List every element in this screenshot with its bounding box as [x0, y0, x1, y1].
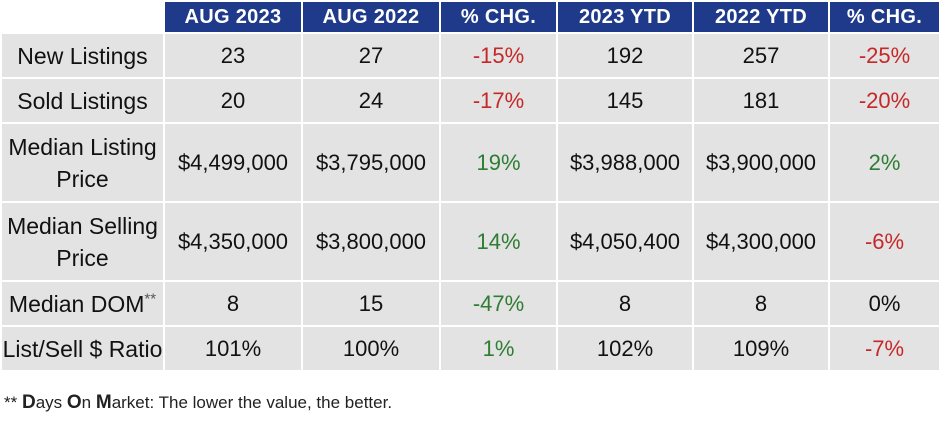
table-row-median-listing-price: Median Listing Price $4,499,000 $3,795,0… [2, 124, 939, 201]
table-row-median-dom: Median DOM** 8 15 -47% 8 8 0% [2, 282, 939, 325]
row-label: Median Listing Price [2, 124, 163, 201]
cell-monthly-change: -17% [441, 79, 556, 122]
header-ytd-change: % CHG. [830, 2, 939, 32]
header-blank-cell [2, 2, 163, 32]
cell-monthly-change: 14% [441, 203, 556, 280]
cell-aug-2023: $4,350,000 [165, 203, 301, 280]
cell-2022-ytd: 109% [694, 327, 828, 370]
cell-2023-ytd: $4,050,400 [558, 203, 692, 280]
cell-aug-2023: 8 [165, 282, 301, 325]
cell-aug-2023: 20 [165, 79, 301, 122]
cell-2022-ytd: 257 [694, 34, 828, 77]
cell-monthly-change: 19% [441, 124, 556, 201]
cell-2023-ytd: 102% [558, 327, 692, 370]
header-2022-ytd: 2022 YTD [694, 2, 828, 32]
cell-monthly-change: -47% [441, 282, 556, 325]
cell-aug-2022: $3,800,000 [303, 203, 439, 280]
cell-2023-ytd: $3,988,000 [558, 124, 692, 201]
footnote-text-ays: ays [35, 393, 67, 412]
cell-ytd-change: -25% [830, 34, 939, 77]
cell-monthly-change: 1% [441, 327, 556, 370]
cell-aug-2022: 27 [303, 34, 439, 77]
footnote: ** Days On Market: The lower the value, … [4, 392, 392, 414]
cell-2022-ytd: $4,300,000 [694, 203, 828, 280]
cell-2023-ytd: 145 [558, 79, 692, 122]
cell-aug-2022: 15 [303, 282, 439, 325]
table-row-sold-listings: Sold Listings 20 24 -17% 145 181 -20% [2, 79, 939, 122]
footnote-text-arket: arket: The lower the value, the better. [111, 393, 393, 412]
table-row-list-sell-ratio: List/Sell $ Ratio 101% 100% 1% 102% 109%… [2, 327, 939, 370]
cell-aug-2022: 100% [303, 327, 439, 370]
cell-ytd-change: -7% [830, 327, 939, 370]
header-aug-2023: AUG 2023 [165, 2, 301, 32]
cell-monthly-change: -15% [441, 34, 556, 77]
cell-aug-2022: 24 [303, 79, 439, 122]
table-row-new-listings: New Listings 23 27 -15% 192 257 -25% [2, 34, 939, 77]
cell-ytd-change: 0% [830, 282, 939, 325]
row-label: New Listings [2, 34, 163, 77]
cell-2022-ytd: 8 [694, 282, 828, 325]
cell-2022-ytd: 181 [694, 79, 828, 122]
market-stats-table: AUG 2023 AUG 2022 % CHG. 2023 YTD 2022 Y… [0, 0, 939, 372]
cell-aug-2022: $3,795,000 [303, 124, 439, 201]
table-header-row: AUG 2023 AUG 2022 % CHG. 2023 YTD 2022 Y… [2, 2, 939, 32]
cell-ytd-change: -6% [830, 203, 939, 280]
footnote-marker: ** [4, 393, 22, 412]
row-label: Median Selling Price [2, 203, 163, 280]
header-monthly-change: % CHG. [441, 2, 556, 32]
cell-aug-2023: 23 [165, 34, 301, 77]
cell-2022-ytd: $3,900,000 [694, 124, 828, 201]
cell-2023-ytd: 192 [558, 34, 692, 77]
row-label: Median DOM [8, 290, 145, 317]
cell-aug-2023: $4,499,000 [165, 124, 301, 201]
cell-2023-ytd: 8 [558, 282, 692, 325]
footnote-letter-m: M [95, 392, 112, 413]
table-row-median-selling-price: Median Selling Price $4,350,000 $3,800,0… [2, 203, 939, 280]
header-aug-2022: AUG 2022 [303, 2, 439, 32]
row-label: List/Sell $ Ratio [2, 327, 163, 370]
footnote-letter-d: D [21, 392, 36, 413]
cell-ytd-change: -20% [830, 79, 939, 122]
cell-ytd-change: 2% [830, 124, 939, 201]
row-label-cell: Median DOM** [2, 282, 163, 325]
footnote-letter-o: O [66, 392, 82, 413]
row-label: Sold Listings [2, 79, 163, 122]
header-2023-ytd: 2023 YTD [558, 2, 692, 32]
footnote-marker: ** [144, 289, 157, 307]
footnote-text-n: n [81, 393, 96, 412]
cell-aug-2023: 101% [165, 327, 301, 370]
